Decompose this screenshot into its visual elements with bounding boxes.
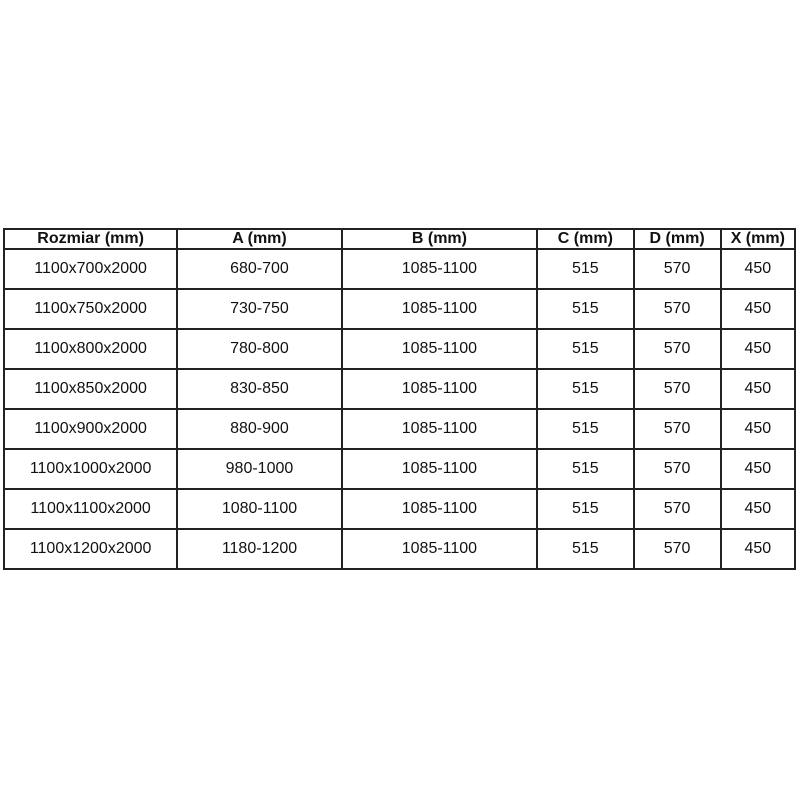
table-cell: 1085-1100 [340, 247, 539, 290]
table-cell: 515 [536, 447, 635, 490]
table-cell: 1085-1100 [340, 527, 539, 571]
table-cell: 515 [536, 527, 635, 571]
table-cell: 1100x1100x2000 [2, 487, 179, 530]
table-cell: 1100x850x2000 [2, 367, 179, 410]
table-row: 1100x750x2000 730-750 1085-1100 515 570 450 [2, 287, 797, 330]
table-cell: 780-800 [176, 327, 343, 370]
table-cell: 980-1000 [176, 447, 343, 490]
table-body: 1100x700x2000 680-700 1085-1100 515 570 450 11… [2, 247, 797, 571]
table-cell: 1100x1000x2000 [2, 447, 179, 490]
table-cell: 570 [632, 527, 722, 571]
table-cell: 680-700 [176, 247, 343, 290]
table-cell: 1085-1100 [340, 367, 539, 410]
table-cell: 515 [536, 407, 635, 450]
column-header: Rozmiar (mm) [2, 228, 179, 250]
table-cell: 570 [632, 367, 722, 410]
table-cell: 880-900 [176, 407, 343, 450]
table-cell: 515 [536, 327, 635, 370]
column-header: X (mm) [719, 228, 797, 250]
table-cell: 1085-1100 [340, 487, 539, 530]
table-cell: 450 [719, 247, 797, 290]
table-row: 1100x1200x2000 1180-1200 1085-1100 515 570 45… [2, 527, 797, 571]
column-header: A (mm) [176, 228, 343, 250]
table-cell: 1100x800x2000 [2, 327, 179, 370]
table-cell: 515 [536, 367, 635, 410]
table-row: 1100x1100x2000 1080-1100 1085-1100 515 570 45… [2, 487, 797, 530]
table-cell: 450 [719, 487, 797, 530]
table-cell: 1100x750x2000 [2, 287, 179, 330]
column-header: C (mm) [536, 228, 635, 250]
table-cell: 515 [536, 487, 635, 530]
table-row: 1100x850x2000 830-850 1085-1100 515 570 450 [2, 367, 797, 410]
table-cell: 1085-1100 [340, 327, 539, 370]
table-cell: 1180-1200 [176, 527, 343, 571]
table-cell: 1100x1200x2000 [2, 527, 179, 571]
column-header: B (mm) [340, 228, 539, 250]
table-row: 1100x900x2000 880-900 1085-1100 515 570 450 [2, 407, 797, 450]
dimensions-table: Rozmiar (mm) A (mm) B (mm) C (mm) D (mm) X (m… [2, 228, 797, 571]
table-cell: 570 [632, 447, 722, 490]
table-row: 1100x700x2000 680-700 1085-1100 515 570 450 [2, 247, 797, 290]
table-cell: 450 [719, 367, 797, 410]
table-cell: 830-850 [176, 367, 343, 410]
table-cell: 1080-1100 [176, 487, 343, 530]
table-cell: 450 [719, 327, 797, 370]
table-cell: 450 [719, 287, 797, 330]
table-cell: 515 [536, 247, 635, 290]
table-cell: 570 [632, 287, 722, 330]
table-cell: 450 [719, 407, 797, 450]
column-header: D (mm) [632, 228, 722, 250]
table-row: 1100x800x2000 780-800 1085-1100 515 570 450 [2, 327, 797, 370]
table-cell: 570 [632, 487, 722, 530]
table-cell: 450 [719, 527, 797, 571]
table-cell: 570 [632, 247, 722, 290]
table-cell: 1100x900x2000 [2, 407, 179, 450]
table-header: Rozmiar (mm) A (mm) B (mm) C (mm) D (mm) X (m… [2, 228, 797, 250]
table-cell: 570 [632, 327, 722, 370]
table-cell: 730-750 [176, 287, 343, 330]
dimensions-table-container: Rozmiar (mm) A (mm) B (mm) C (mm) D (mm) X (m… [2, 228, 797, 571]
table-cell: 1085-1100 [340, 407, 539, 450]
table-cell: 1100x700x2000 [2, 247, 179, 290]
table-cell: 1085-1100 [340, 287, 539, 330]
header-row: Rozmiar (mm) A (mm) B (mm) C (mm) D (mm) X (m… [2, 228, 797, 250]
table-cell: 450 [719, 447, 797, 490]
table-cell: 515 [536, 287, 635, 330]
table-cell: 1085-1100 [340, 447, 539, 490]
table-row: 1100x1000x2000 980-1000 1085-1100 515 570 450 [2, 447, 797, 490]
table-cell: 570 [632, 407, 722, 450]
